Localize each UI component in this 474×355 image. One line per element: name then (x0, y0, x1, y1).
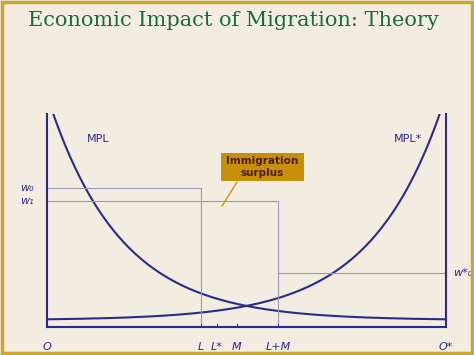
FancyBboxPatch shape (220, 153, 304, 181)
Text: Immigration
surplus: Immigration surplus (226, 156, 299, 178)
Text: Economic Impact of Migration: Theory: Economic Impact of Migration: Theory (28, 11, 439, 30)
Text: w₀: w₀ (20, 183, 34, 193)
Text: MPL: MPL (87, 134, 110, 144)
Text: w*₀: w*₀ (454, 268, 473, 278)
Text: w₁: w₁ (20, 196, 34, 206)
Text: O*: O* (438, 342, 453, 351)
Text: O: O (43, 342, 52, 351)
Text: MPL*: MPL* (394, 134, 422, 144)
Text: L: L (198, 342, 204, 351)
Text: L+M: L+M (266, 342, 291, 351)
Text: M: M (232, 342, 241, 351)
Text: L*: L* (210, 342, 223, 351)
